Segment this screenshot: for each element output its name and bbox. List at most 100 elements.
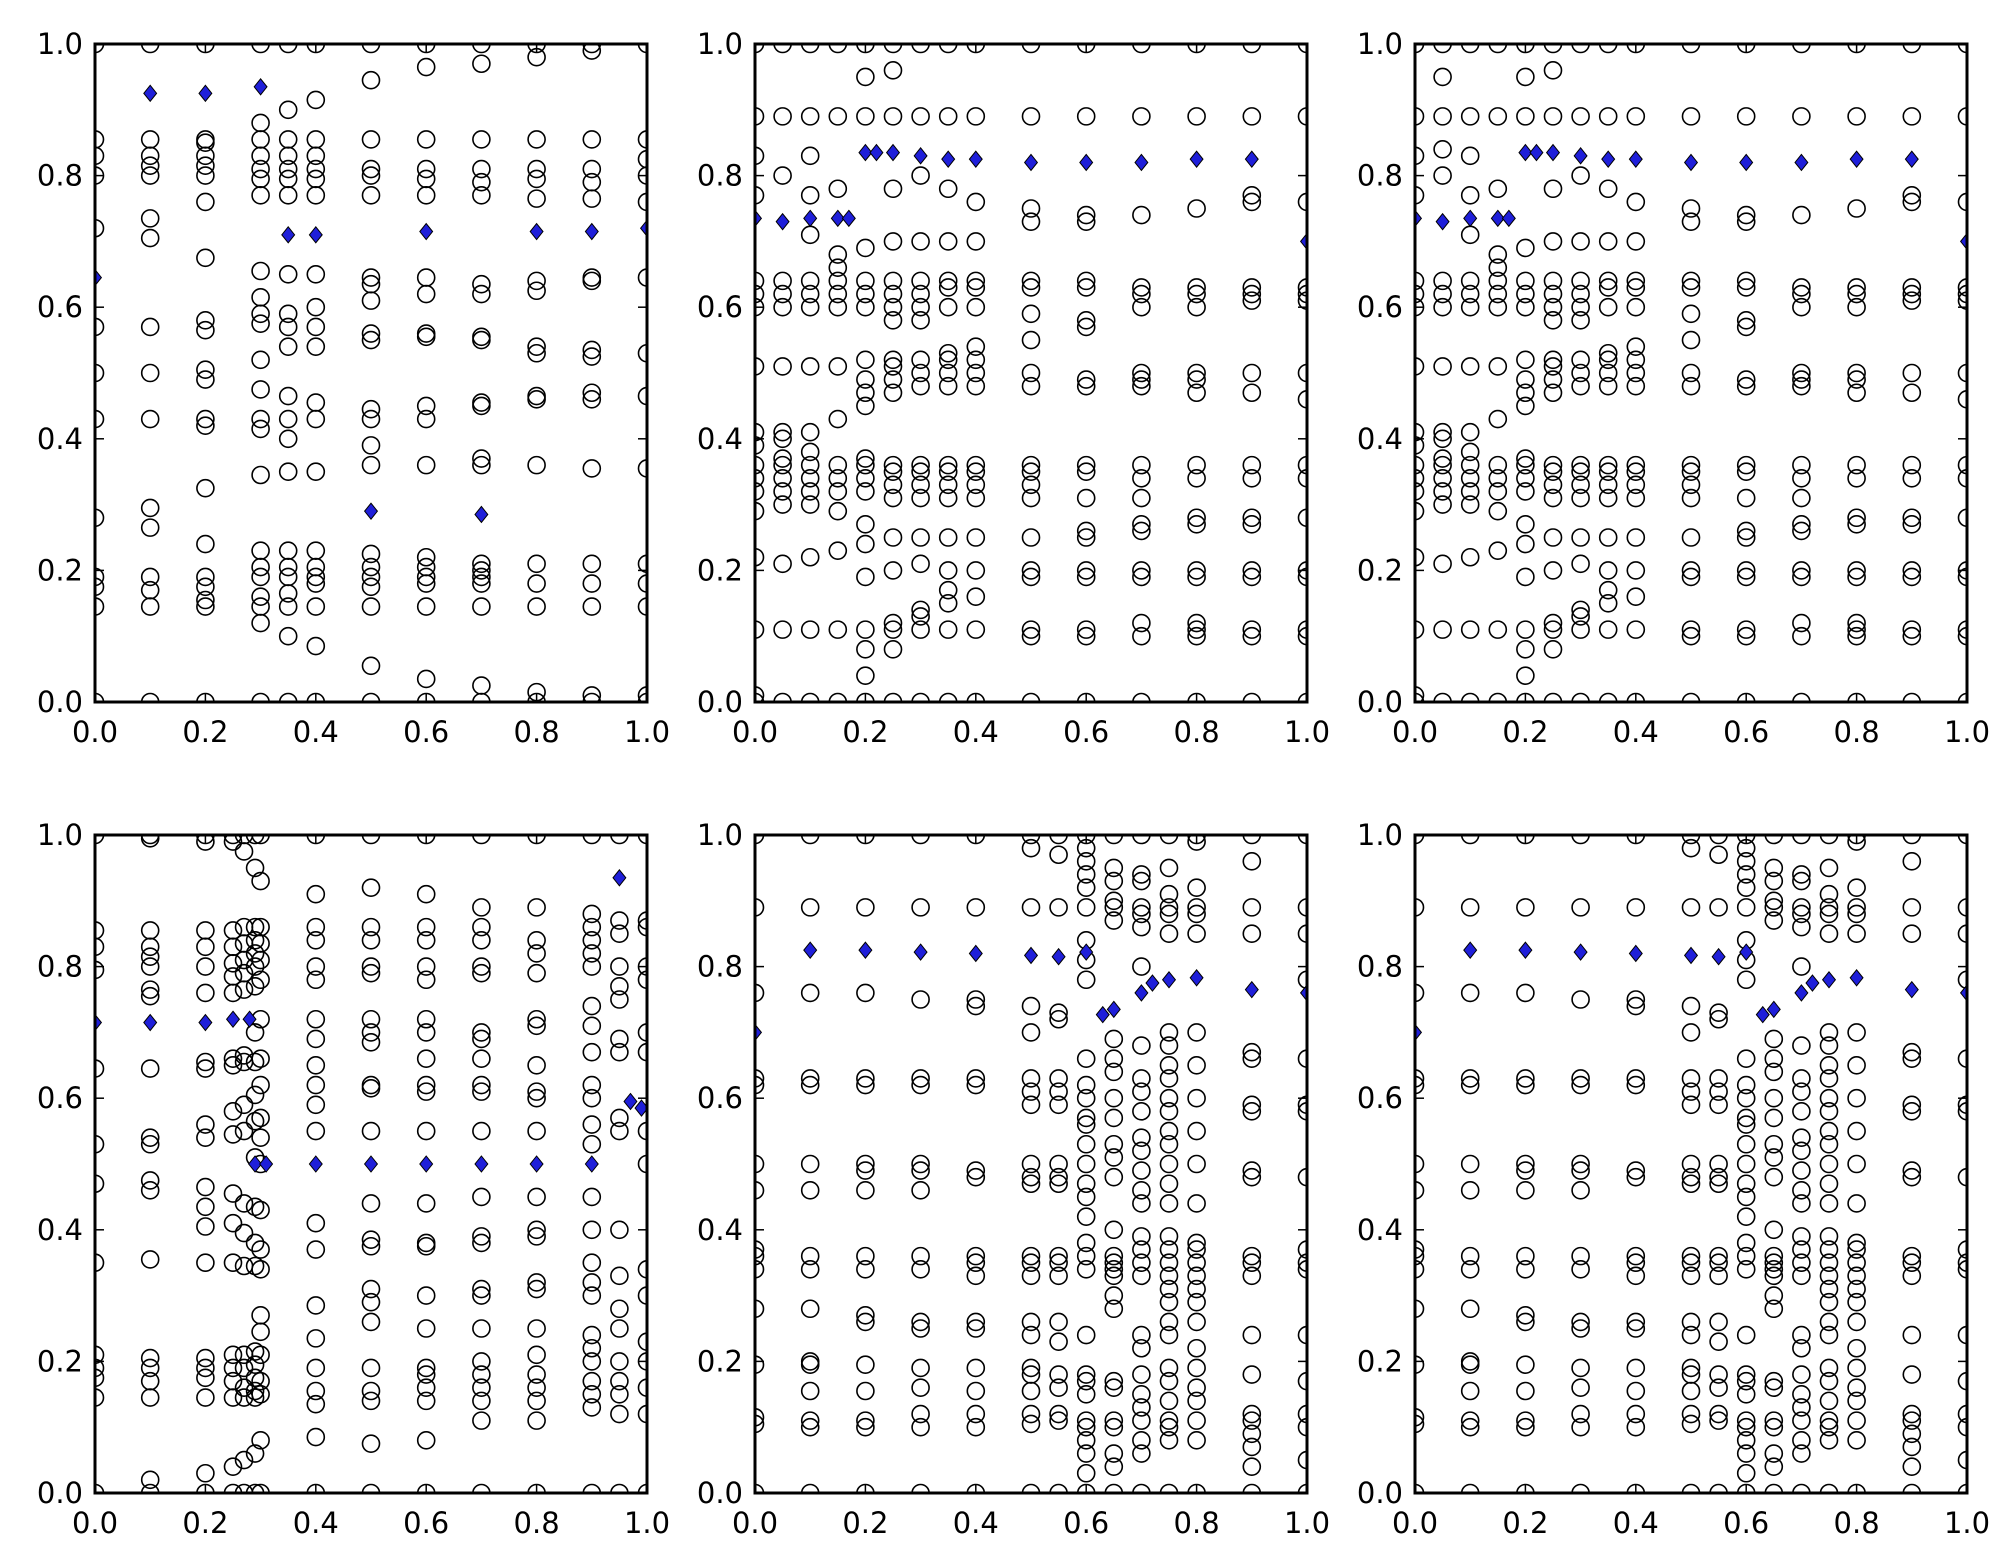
data-point-circle [966,278,986,297]
data-point-circle [1571,311,1590,330]
data-point-circle [1792,1128,1811,1147]
data-point-circle [196,1368,215,1388]
data-point-circle [1021,1246,1041,1266]
data-point-circle [1460,442,1480,462]
data-point-circle [1571,1075,1590,1095]
data-point-circle [1433,357,1452,376]
data-point-circle [1792,376,1811,396]
data-point-circle [966,1167,986,1187]
data-point-circle [1159,904,1179,924]
data-point-circle [1076,271,1096,291]
x-tick-label: 0.4 [1613,715,1659,749]
data-point-circle [1736,1115,1756,1134]
data-point-circle [856,1355,875,1374]
data-point-circle [196,1052,215,1072]
data-point-circle [306,567,326,587]
data-point-circle [1132,376,1151,396]
data-point-circle [911,166,930,185]
data-point-circle [140,1171,160,1190]
data-point-circle [361,544,381,564]
data-point-circle [1792,613,1811,633]
data-point-circle [196,957,215,976]
data-point-circle [1792,1266,1811,1286]
data-point-circle [883,462,903,482]
data-point-circle [1516,666,1535,685]
data-point-circle [938,580,958,600]
data-point-circle [800,1259,820,1279]
data-point-circle [278,337,298,356]
data-point-circle [1792,865,1811,884]
data-point-circle [1764,1167,1784,1187]
data-point-circle [938,278,958,297]
data-point-circle [196,834,215,851]
data-point-circle [361,70,381,90]
data-point-circle [1902,1253,1922,1272]
data-point-circle [1076,1088,1096,1108]
data-point-circle [1076,212,1096,231]
data-point-circle [1049,1095,1068,1115]
data-point-circle [527,271,546,291]
data-point-circle [306,1213,326,1233]
data-point-circle [883,383,903,403]
data-point-circle [1792,1398,1811,1417]
data-point-circle [1187,1378,1206,1398]
data-point-circle [911,600,930,620]
data-point-diamond [1628,150,1643,168]
data-point-circle [1847,613,1866,633]
data-point-circle [1902,924,1922,944]
data-point-circle [1516,1246,1535,1266]
data-point-circle [856,383,875,403]
data-point-circle [1132,1069,1151,1088]
data-point-circle [1626,232,1646,251]
data-point-diamond [968,944,983,963]
data-point-circle [966,996,986,1016]
data-point-circle [140,228,160,248]
data-point-circle [1104,1029,1124,1049]
data-point-circle [582,383,602,403]
data-point-circle [527,1273,546,1292]
data-point-circle [966,232,986,251]
data-point-circle [1792,1240,1811,1259]
data-point-circle [1819,1417,1839,1437]
data-point-circle [1681,1167,1701,1187]
data-point-circle [1076,455,1096,475]
data-point-circle [966,990,986,1009]
data-point-circle [1242,898,1262,917]
y-tick-label: 0.8 [1357,950,1403,984]
data-point-circle [140,580,160,600]
data-point-circle [1516,455,1535,475]
data-point-circle [582,957,602,976]
data-point-circle [1847,284,1866,304]
data-point-circle [234,1194,254,1213]
data-point-circle [1516,620,1535,639]
data-point-circle [1902,107,1922,126]
data-point-circle [1516,1259,1535,1279]
data-point-diamond [612,868,627,887]
data-point-circle [911,1312,930,1332]
data-point-circle [527,597,546,616]
data-point-circle [527,455,546,475]
data-point-circle [223,1184,243,1203]
data-point-circle [800,455,820,475]
data-point-circle [1847,1121,1866,1141]
data-point-circle [1132,1444,1151,1463]
data-point-circle [1076,1187,1096,1207]
data-point-diamond [1095,1005,1110,1024]
data-point-circle [828,357,848,376]
data-point-circle [1187,1358,1206,1378]
data-point-circle [1104,1411,1124,1430]
data-point-circle [1516,396,1535,416]
data-point-circle [306,1381,326,1401]
data-point-circle [306,169,326,189]
data-point-circle [1819,858,1839,878]
data-point-circle [1543,311,1563,330]
data-point-circle [527,1088,546,1108]
data-point-circle [1460,898,1480,917]
data-point-circle [828,271,848,291]
data-point-circle [472,1365,491,1384]
data-point-circle [1681,1246,1701,1266]
data-point-circle [1132,488,1151,508]
data-point-circle [1488,409,1508,429]
data-point-circle [196,1115,215,1134]
data-point-circle [1902,455,1922,475]
